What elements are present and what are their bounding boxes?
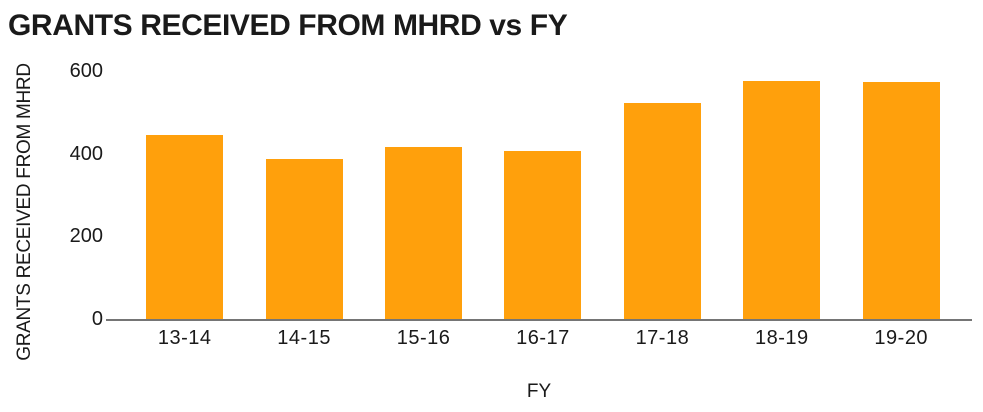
bar-slot <box>483 71 602 319</box>
x-tick-label: 17-18 <box>635 327 690 349</box>
x-tick-label: 15-16 <box>396 327 451 349</box>
x-tick-label: 13-14 <box>157 327 212 349</box>
bar-18-19 <box>743 80 821 319</box>
x-tick-label: 19-20 <box>874 327 929 349</box>
bar-slot <box>364 71 483 319</box>
bar-16-17 <box>504 151 582 319</box>
bar-14-15 <box>265 158 343 319</box>
bar-slot <box>603 71 722 319</box>
bar-19-20 <box>862 82 940 319</box>
x-axis-tick-labels: 13-14 14-15 15-16 16-17 17-18 18-19 19-20 <box>106 327 972 350</box>
x-tick-label: 18-19 <box>754 327 809 349</box>
x-axis-line <box>106 319 972 321</box>
y-tick-label: 0 <box>91 308 103 330</box>
bar-slot <box>842 71 961 319</box>
y-tick-label: 400 <box>69 142 103 165</box>
bar-slot <box>244 71 363 319</box>
y-axis-tick-labels: 0 200 400 600 <box>0 61 103 329</box>
x-tick-label: 14-15 <box>277 327 331 349</box>
plot-area <box>106 71 972 319</box>
bar-17-18 <box>623 102 701 319</box>
bar-15-16 <box>385 147 463 319</box>
bar-slot <box>722 71 841 319</box>
y-tick-label: 600 <box>69 60 103 82</box>
y-tick-label: 200 <box>69 225 103 248</box>
bar-slot <box>125 71 244 319</box>
chart-title: GRANTS RECEIVED FROM MHRD vs FY <box>8 9 568 42</box>
bar-13-14 <box>146 135 224 319</box>
x-axis-title: FY <box>526 381 552 402</box>
x-tick-label: 16-17 <box>516 327 570 349</box>
